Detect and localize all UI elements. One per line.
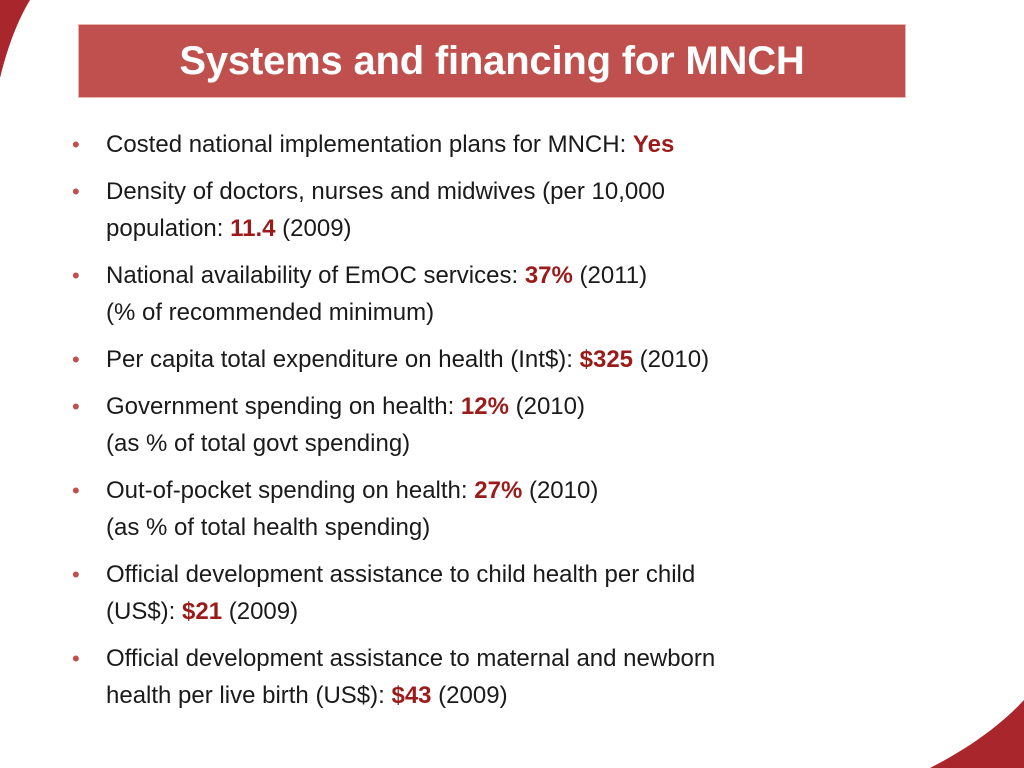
bullet-text: Government spending on health: <box>106 393 461 420</box>
bullet-line: Costed national implementation plans for… <box>106 126 972 163</box>
bullet-item: • Official development assistance to mate… <box>72 640 972 714</box>
bullet-text: (as % of total health spending) <box>106 514 431 541</box>
disc-bullet-icon: • <box>72 646 80 671</box>
bullet-line: Per capita total expenditure on health (… <box>106 341 972 378</box>
bullet-item: • Official development assistance to chil… <box>72 556 972 630</box>
bullet-line: Official development assistance to child… <box>106 556 972 593</box>
bullet-line: Out-of-pocket spending on health: 27% (2… <box>106 472 972 509</box>
bullet-text: Per capita total expenditure on health (… <box>106 346 580 373</box>
bullet-text: (% of recommended minimum) <box>106 299 435 326</box>
disc-bullet-icon: • <box>72 179 80 204</box>
bullet-text: (as % of total govt spending) <box>106 430 411 457</box>
disc-bullet-icon: • <box>72 562 80 587</box>
disc-bullet-icon: • <box>72 347 80 372</box>
bullet-text: health per live birth (US$): <box>106 682 392 709</box>
bullet-suffix: (2010) <box>633 346 710 373</box>
bullet-suffix: (2009) <box>275 215 352 242</box>
bullet-value: 11.4 <box>230 215 276 242</box>
bullet-line: health per live birth (US$): $43 (2009) <box>106 677 972 714</box>
bullet-list: • Costed national implementation plans fo… <box>72 126 972 724</box>
bullet-text: Costed national implementation plans for… <box>106 131 633 158</box>
bullet-line: population: 11.4 (2009) <box>106 210 972 247</box>
bullet-item: • Costed national implementation plans fo… <box>72 126 972 163</box>
bullet-line: Government spending on health: 12% (2010… <box>106 388 972 425</box>
bullet-text: National availability of EmOC services: <box>106 262 525 289</box>
bullet-value: $325 <box>579 346 634 373</box>
bullet-text: (US$): <box>106 598 183 625</box>
bullet-value: 37% <box>524 262 573 289</box>
bullet-text: Official development assistance to child… <box>106 561 696 588</box>
bullet-suffix: (2009) <box>222 598 299 625</box>
bullet-suffix: (2010) <box>522 477 599 504</box>
bullet-line: National availability of EmOC services: … <box>106 257 972 294</box>
slide-title: Systems and financing for MNCH <box>179 38 805 83</box>
bullet-value: $43 <box>391 682 432 709</box>
bullet-text: Density of doctors, nurses and midwives … <box>106 178 665 205</box>
disc-bullet-icon: • <box>72 478 80 503</box>
bullet-text: Official development assistance to mater… <box>106 645 716 672</box>
disc-bullet-icon: • <box>72 132 80 157</box>
bullet-item: • Government spending on health: 12% (201… <box>72 388 972 462</box>
bullet-line: (% of recommended minimum) <box>106 294 972 331</box>
bullet-line: (as % of total govt spending) <box>106 425 972 462</box>
disc-bullet-icon: • <box>72 263 80 288</box>
bullet-item: • Density of doctors, nurses and midwives… <box>72 173 972 247</box>
bullet-line: (US$): $21 (2009) <box>106 593 972 630</box>
disc-bullet-icon: • <box>72 394 80 419</box>
title-bar: Systems and financing for MNCH <box>79 25 905 97</box>
bullet-text: Out-of-pocket spending on health: <box>106 477 475 504</box>
bullet-suffix: (2009) <box>431 682 508 709</box>
bullet-value: Yes <box>632 131 675 158</box>
bullet-item: • Out-of-pocket spending on health: 27% (… <box>72 472 972 546</box>
bullet-text: population: <box>106 215 231 242</box>
bullet-item: • Per capita total expenditure on health … <box>72 341 972 378</box>
bullet-value: 12% <box>460 393 509 420</box>
bullet-item: • National availability of EmOC services:… <box>72 257 972 331</box>
bullet-suffix: (2011) <box>572 262 648 289</box>
bottom-right-arc-decoration <box>930 700 1024 768</box>
bullet-value: $21 <box>182 598 223 625</box>
bullet-line: Official development assistance to mater… <box>106 640 972 677</box>
bullet-line: Density of doctors, nurses and midwives … <box>106 173 972 210</box>
bullet-suffix: (2010) <box>508 393 585 420</box>
bullet-value: 27% <box>474 477 523 504</box>
top-left-arc-decoration <box>0 0 30 78</box>
bullet-line: (as % of total health spending) <box>106 509 972 546</box>
